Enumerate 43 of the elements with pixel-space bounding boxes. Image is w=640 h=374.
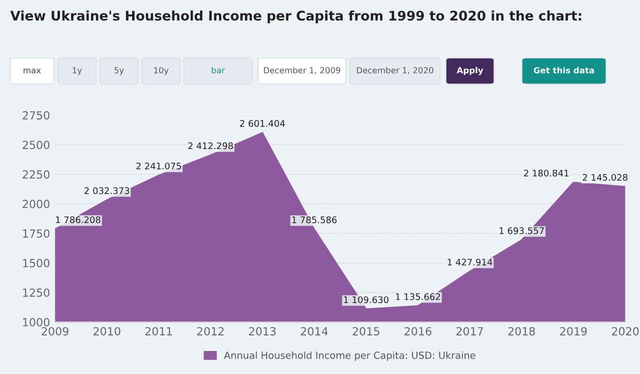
data-label: 2 241.075	[136, 162, 181, 170]
text: Apply	[456, 66, 484, 76]
x-tick-label: 2009	[42, 327, 68, 336]
data-label: 1 785.586	[292, 216, 337, 224]
x-tick-label: 2018	[508, 327, 535, 336]
data-label: 1 693.557	[500, 227, 544, 234]
x-tick-label: 2012	[197, 327, 224, 336]
data-label: 2 145.028	[582, 174, 628, 181]
text: 1y	[72, 67, 82, 76]
data-label: 1 786.208	[56, 216, 100, 224]
y-tick-label: 2750	[22, 111, 50, 120]
x-tick-label: 2014	[300, 327, 328, 336]
data-label: 2 180.841	[524, 170, 568, 177]
data-label: 2 601.404	[240, 120, 285, 127]
text: Get this data	[534, 66, 594, 74]
y-tick-label: 1500	[23, 258, 50, 268]
x-tick-label: 2013	[249, 327, 276, 336]
text: 5y	[114, 67, 124, 76]
x-tick-label: 2010	[94, 327, 120, 336]
x-tick-label: 2011	[145, 327, 172, 336]
text: max	[24, 68, 41, 74]
y-tick-label: 2000	[22, 200, 50, 208]
y-tick-label: 2500	[22, 140, 50, 150]
text: bar	[212, 66, 225, 74]
chart-title: View Ukraine's Household Income per Capita from 1999 to 2020 in the chart:	[10, 10, 582, 24]
data-label: 2 412.298	[188, 142, 233, 150]
text: 10y	[154, 67, 169, 76]
x-tick-label: 2015	[352, 327, 380, 336]
text: December 1, 2020	[356, 66, 434, 74]
data-label: 1 109.630	[344, 296, 388, 304]
x-tick-label: 2019	[560, 327, 587, 336]
x-tick-label: 2016	[404, 327, 432, 336]
x-tick-label: 2017	[456, 327, 483, 336]
legend-label: Annual Household Income per Capita: USD: Ukraine	[224, 351, 476, 361]
y-tick-label: 1000	[23, 318, 50, 326]
y-tick-label: 1250	[23, 288, 50, 297]
x-tick-label: 2020	[612, 327, 639, 336]
data-label: 2 032.373	[84, 187, 130, 194]
text: December 1, 2009	[264, 66, 340, 74]
data-label: 1 135.662	[396, 293, 440, 300]
y-tick-label: 1750	[23, 229, 50, 238]
y-tick-label: 2250	[22, 170, 50, 179]
data-label: 1 427.914	[448, 258, 492, 266]
